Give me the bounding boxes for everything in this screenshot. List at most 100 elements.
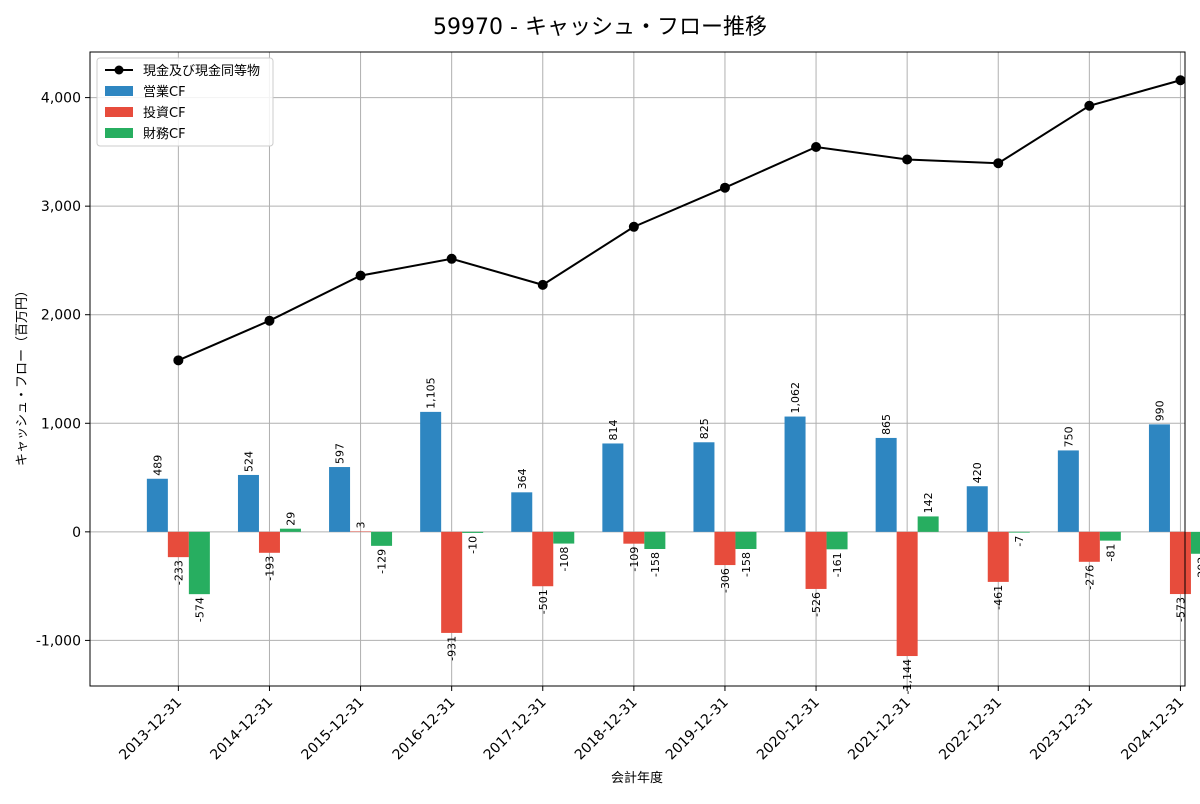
bar-investing-cf: [258, 531, 280, 553]
bar-investing-cf: [350, 531, 372, 533]
legend-marker: [114, 65, 124, 75]
legend-label: 現金及び現金同等物: [143, 63, 260, 79]
bar-value-label: -109: [628, 547, 641, 572]
bar-value-label: 524: [242, 451, 255, 472]
y-axis-label: キャッシュ・フロー（百万円）: [15, 284, 30, 466]
bar-value-label: 420: [971, 462, 984, 483]
bar-operating-cf: [875, 437, 897, 532]
bar-value-label: -129: [376, 549, 389, 574]
bar-operating-cf: [784, 416, 806, 532]
x-axis-label: 会計年度: [611, 770, 663, 786]
bar-value-label: 1,062: [789, 382, 802, 414]
bar-operating-cf: [966, 486, 988, 532]
bar-value-label: 1,105: [425, 377, 438, 409]
data-labels: 489 524 597 1,105 364 814 825 1,062 865 420 750 990…: [151, 377, 1200, 694]
cash-line-point: [264, 315, 275, 326]
bar-value-label: 825: [698, 418, 711, 439]
cash-line-point: [628, 221, 639, 232]
bar-value-label: 489: [151, 455, 164, 476]
y-tick-label: 4,000: [41, 91, 81, 107]
bar-value-label: 750: [1062, 426, 1075, 447]
bar-investing-cf: [1078, 531, 1100, 562]
y-tick-label: -1,000: [36, 633, 81, 649]
cash-line-point: [719, 182, 730, 193]
x-tick-label: 2016-12-31: [390, 695, 459, 764]
bar-value-label: -202: [1195, 557, 1200, 582]
bar-value-label: -501: [537, 589, 550, 614]
cash-line-point: [537, 279, 548, 290]
y-tick-label: 3,000: [41, 199, 81, 215]
cash-line-point: [173, 355, 184, 366]
bar-financing-cf: [735, 531, 757, 549]
bar-investing-cf: [987, 531, 1009, 582]
bar-operating-cf: [693, 442, 715, 532]
bar-operating-cf: [1148, 424, 1170, 532]
bar-value-label: 865: [880, 414, 893, 435]
bar-value-label: 990: [1153, 400, 1166, 421]
cash-line-point: [811, 141, 822, 152]
bar-investing-cf: [623, 531, 645, 544]
bar-investing-cf: [532, 531, 554, 587]
x-tick-label: 2021-12-31: [845, 695, 914, 764]
bar-investing-cf: [805, 531, 827, 589]
x-tick-label: 2024-12-31: [1118, 695, 1187, 764]
x-tick-label: 2013-12-31: [116, 695, 185, 764]
bar-value-label: -276: [1083, 565, 1096, 590]
x-tick-label: 2022-12-31: [936, 695, 1005, 764]
bar-value-label: -108: [558, 547, 571, 572]
bar-financing-cf: [188, 531, 210, 595]
legend-box: [96, 57, 274, 147]
bar-value-label: -931: [446, 636, 459, 661]
bar-investing-cf: [714, 531, 736, 566]
bar-investing-cf: [441, 531, 463, 633]
x-tick-label: 2014-12-31: [207, 695, 276, 764]
bar-investing-cf: [1169, 531, 1191, 595]
bar-financing-cf: [1008, 531, 1030, 533]
bar-value-label: -233: [172, 560, 185, 585]
plot-frame: [89, 51, 1186, 687]
bar-value-label: -81: [1104, 544, 1117, 562]
bar-operating-cf: [146, 478, 168, 532]
bar-value-label: -7: [1013, 536, 1026, 547]
grid: [90, 52, 1185, 686]
bar-value-label: -306: [719, 568, 732, 593]
bar-financing-cf: [917, 516, 939, 532]
y-tick-label: 1,000: [41, 416, 81, 432]
bar-value-label: -161: [831, 552, 844, 577]
bar-value-label: 142: [922, 492, 935, 513]
bar-financing-cf: [1190, 531, 1200, 554]
bar-value-label: 364: [516, 468, 529, 489]
cash-line-point: [446, 253, 457, 264]
legend-label: 財務CF: [143, 127, 186, 142]
bars: [146, 411, 1200, 657]
cash-line-point: [1084, 100, 1095, 111]
x-tick-label: 2020-12-31: [754, 695, 823, 764]
bar-value-label: -573: [1174, 597, 1187, 622]
cash-line-path: [177, 79, 1181, 362]
cash-line-point: [355, 270, 366, 281]
bar-financing-cf: [553, 531, 575, 544]
bar-operating-cf: [511, 492, 533, 532]
bar-financing-cf: [462, 531, 484, 533]
legend-label: 投資CF: [143, 105, 186, 121]
x-tick-label: 2023-12-31: [1027, 695, 1096, 764]
bar-investing-cf: [896, 531, 918, 657]
x-tick-label: 2018-12-31: [572, 695, 641, 764]
x-tick-label: 2017-12-31: [481, 695, 550, 764]
bar-value-label: 814: [607, 419, 620, 440]
x-tick-label: 2015-12-31: [299, 695, 368, 764]
bar-investing-cf: [167, 531, 189, 558]
bar-financing-cf: [1099, 531, 1121, 541]
chart-title: 59970 - キャッシュ・フロー推移: [433, 15, 767, 40]
cash-line-point: [1175, 75, 1186, 86]
bar-value-label: 3: [355, 522, 368, 529]
bar-operating-cf: [420, 411, 442, 532]
legend-bar-swatch: [105, 107, 133, 117]
bar-financing-cf: [644, 531, 666, 549]
cash-line: [173, 75, 1186, 366]
axes: -1,000 0 1,000 2,000 3,000 4,000 2013-12-31 201…: [36, 51, 1187, 764]
bar-value-label: -461: [992, 585, 1005, 610]
